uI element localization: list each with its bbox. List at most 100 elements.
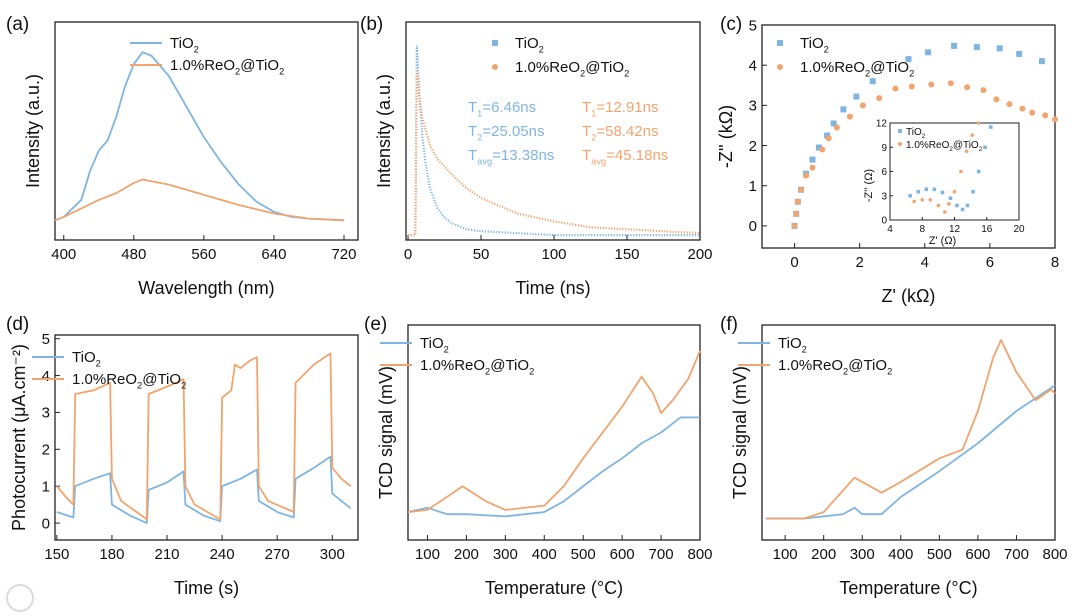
- x-tick-label: 100: [542, 246, 567, 263]
- data-point: [802, 172, 809, 179]
- data-point: [908, 193, 912, 198]
- y-tick-label: 0: [749, 218, 757, 235]
- data-point: [825, 135, 832, 142]
- data-point: [1042, 112, 1049, 119]
- legend-label: 1.0%ReO2@TiO2: [800, 59, 914, 79]
- x-tick-label: 6: [986, 254, 994, 271]
- series-line: [407, 350, 701, 513]
- panel-label: (c): [720, 14, 742, 35]
- data-point: [948, 196, 953, 200]
- data-point: [964, 84, 971, 91]
- legend-label: TiO2: [515, 35, 544, 55]
- plot-frame: [54, 21, 359, 241]
- data-point: [928, 81, 935, 88]
- y-axis-title: Intensity (a.u.): [374, 74, 394, 188]
- x-axis-title: Z' (kΩ): [882, 286, 936, 306]
- data-point: [925, 49, 932, 56]
- x-tick-label: 50: [473, 246, 490, 263]
- x-tick-label: 400: [532, 546, 557, 563]
- y-tick-label: 0: [42, 515, 50, 532]
- data-point: [824, 132, 831, 139]
- x-tick-label: 200: [454, 546, 479, 563]
- legend-label: TiO2: [72, 349, 101, 369]
- x-tick-label: 0: [404, 246, 412, 263]
- data-point: [830, 120, 837, 127]
- x-tick-label: 400: [51, 246, 76, 263]
- plot-frame: [761, 324, 1056, 541]
- legend-label: TiO2: [170, 35, 199, 55]
- x-tick-label: 640: [261, 246, 286, 263]
- series-tio2: [765, 384, 1056, 520]
- x-tick-label: 20: [1013, 224, 1025, 235]
- lifetime-label-reo2: T1=12.91ns: [582, 99, 658, 119]
- y-tick-label: 4: [42, 368, 50, 385]
- legend-swatch: [492, 64, 498, 70]
- plot-frame: [761, 24, 1056, 249]
- x-tick-label: 700: [1004, 546, 1029, 563]
- data-point: [840, 106, 847, 113]
- x-tick-label: 600: [610, 546, 635, 563]
- data-point: [791, 222, 798, 229]
- lifetime-label-reo2: T2=58.42ns: [582, 123, 658, 143]
- x-axis-title: Wavelength (nm): [138, 278, 274, 298]
- legend-label: TiO2: [778, 335, 807, 355]
- y-tick-label: 9: [881, 143, 887, 154]
- data-point: [943, 210, 947, 214]
- x-tick-label: 2: [855, 254, 863, 271]
- x-tick-label: 480: [121, 246, 146, 263]
- x-tick-label: 600: [965, 546, 990, 563]
- y-tick-label: 12: [876, 119, 888, 130]
- x-axis-title: Time (s): [174, 578, 239, 598]
- series-tio2: [54, 51, 345, 222]
- x-tick-label: 150: [44, 546, 69, 563]
- data-point: [980, 87, 987, 94]
- y-tick-label: 1: [749, 178, 757, 195]
- y-axis-title: TCD signal (mV): [730, 366, 750, 499]
- inset-y-axis-title: -Z'' (Ω): [863, 169, 875, 202]
- lifetime-label-tio2: Tavg=13.38ns: [468, 147, 554, 167]
- data-point: [955, 203, 959, 208]
- series-points: [408, 70, 701, 237]
- series-points: [408, 45, 700, 237]
- y-axis-title: Photocurrent (μA.cm⁻²): [9, 344, 29, 531]
- series-line: [54, 178, 345, 222]
- x-tick-label: 12: [949, 224, 961, 235]
- x-tick-label: 500: [571, 546, 596, 563]
- x-tick-label: 270: [265, 546, 290, 563]
- data-point: [809, 156, 816, 163]
- y-tick-label: 2: [749, 138, 757, 155]
- y-tick-label: 6: [881, 167, 887, 178]
- data-point: [993, 96, 1000, 103]
- panel-label: (a): [6, 14, 29, 35]
- data-point: [1052, 116, 1058, 123]
- data-point: [964, 149, 969, 154]
- data-point: [952, 189, 957, 194]
- series-line: [56, 352, 352, 521]
- data-point: [1006, 101, 1013, 108]
- series-tio2: [56, 455, 352, 524]
- x-tick-label: 300: [850, 546, 875, 563]
- x-tick-label: 800: [687, 546, 712, 563]
- series-reo2: [791, 80, 1058, 229]
- data-point: [869, 78, 876, 85]
- data-point: [932, 187, 937, 192]
- series-reo2: [408, 70, 701, 237]
- x-tick-label: 8: [919, 224, 925, 235]
- data-point: [983, 145, 987, 150]
- legend-swatch: [777, 40, 783, 46]
- data-point: [965, 203, 970, 208]
- data-point: [988, 125, 993, 129]
- lifetime-label-tio2: T1=6.46ns: [468, 99, 536, 119]
- data-point: [928, 197, 933, 202]
- legend-label: TiO2: [800, 35, 829, 55]
- series-reo2: [54, 178, 345, 222]
- series-tio2: [407, 416, 700, 518]
- series-line: [407, 416, 700, 518]
- series-reo2: [407, 350, 701, 513]
- x-tick-label: 800: [1042, 546, 1067, 563]
- data-point: [996, 45, 1003, 52]
- y-tick-label: 1: [42, 478, 50, 495]
- x-tick-label: 560: [191, 246, 216, 263]
- panel-label: (d): [6, 314, 29, 335]
